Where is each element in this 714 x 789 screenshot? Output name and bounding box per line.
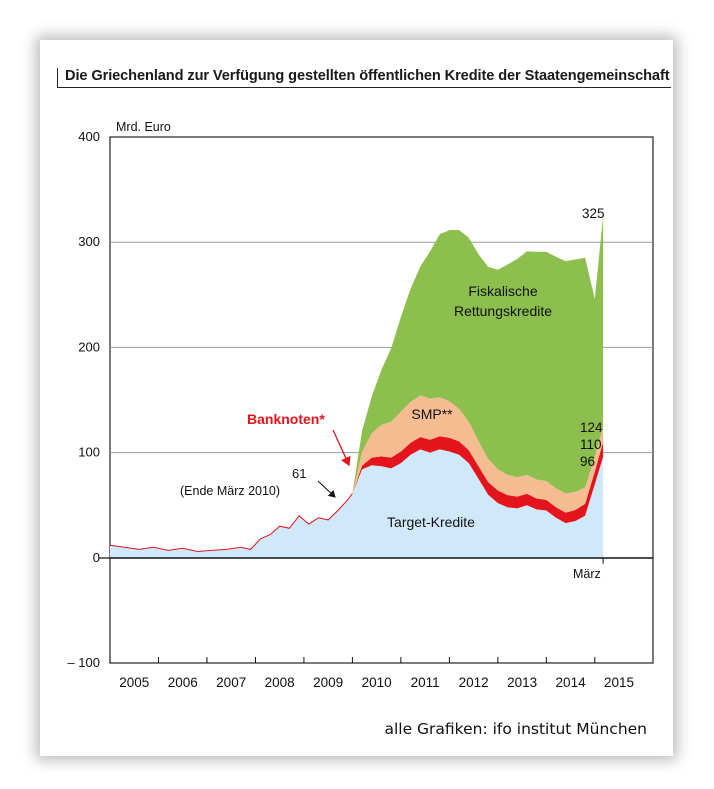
x-tick-label-2011: 2011 bbox=[411, 675, 440, 690]
stacked-areas bbox=[109, 215, 604, 558]
source-credit: alle Grafiken: ifo institut München bbox=[384, 720, 647, 738]
y-tick-label-5: – 100 bbox=[67, 655, 100, 670]
x-tick-label-2008: 2008 bbox=[265, 675, 295, 690]
y-tick-label-4: 0 bbox=[93, 550, 100, 565]
area-fiskalische-rettungskredite bbox=[110, 215, 604, 552]
plot-frame bbox=[109, 136, 654, 664]
x-tick-label-2007: 2007 bbox=[216, 675, 246, 690]
y-tick-label-1: 300 bbox=[78, 234, 100, 249]
y-tick-label-3: 100 bbox=[78, 445, 100, 460]
banknoten-arrow bbox=[332, 429, 351, 467]
value-label-325: 325 bbox=[582, 206, 605, 221]
area-smp bbox=[110, 395, 604, 552]
x-tick-label-2009: 2009 bbox=[313, 675, 343, 690]
y-tick-label-2: 200 bbox=[78, 339, 100, 354]
y-ticks: 400 300 200 100 0 – 100 bbox=[67, 129, 100, 670]
target-early-line bbox=[109, 493, 353, 553]
value-label-96: 96 bbox=[580, 454, 595, 469]
series-label-banknoten: Banknoten* bbox=[247, 411, 325, 427]
x-tick-label-2006: 2006 bbox=[168, 675, 198, 690]
x-tick-label-2014: 2014 bbox=[556, 675, 587, 690]
series-label-smp: SMP** bbox=[411, 406, 453, 422]
series-label-target: Target-Kredite bbox=[387, 514, 475, 530]
x-tick-label-2012: 2012 bbox=[459, 675, 489, 690]
area-target-kredite bbox=[110, 449, 604, 558]
x-ticks: 2005 2006 2007 2008 2009 2010 2011 2012 2013 2014… bbox=[109, 557, 634, 690]
area-banknoten bbox=[110, 436, 604, 552]
x-tick-label-2005: 2005 bbox=[119, 675, 149, 690]
note-text-ende-maerz: (Ende März 2010) bbox=[180, 484, 280, 498]
maerz-marker-label: März bbox=[573, 567, 601, 581]
y-tick-label-0: 400 bbox=[78, 129, 100, 144]
value-label-110: 110 bbox=[580, 437, 602, 452]
note-value-61: 61 bbox=[292, 466, 306, 481]
series-label-fiskalische: Fiskalische bbox=[468, 283, 537, 299]
note-arrow bbox=[317, 480, 336, 498]
series-label-rettungskredite: Rettungskredite bbox=[454, 303, 552, 319]
x-tick-label-2010: 2010 bbox=[362, 675, 392, 690]
x-tick-label-2013: 2013 bbox=[507, 675, 537, 690]
chart-title: Die Griechenland zur Verfügung gestellte… bbox=[65, 68, 670, 84]
x-tick-label-2015: 2015 bbox=[604, 675, 634, 690]
value-label-124: 124 bbox=[580, 420, 603, 435]
title-box: Die Griechenland zur Verfügung gestellte… bbox=[57, 68, 671, 88]
y-axis-unit: Mrd. Euro bbox=[116, 120, 171, 134]
